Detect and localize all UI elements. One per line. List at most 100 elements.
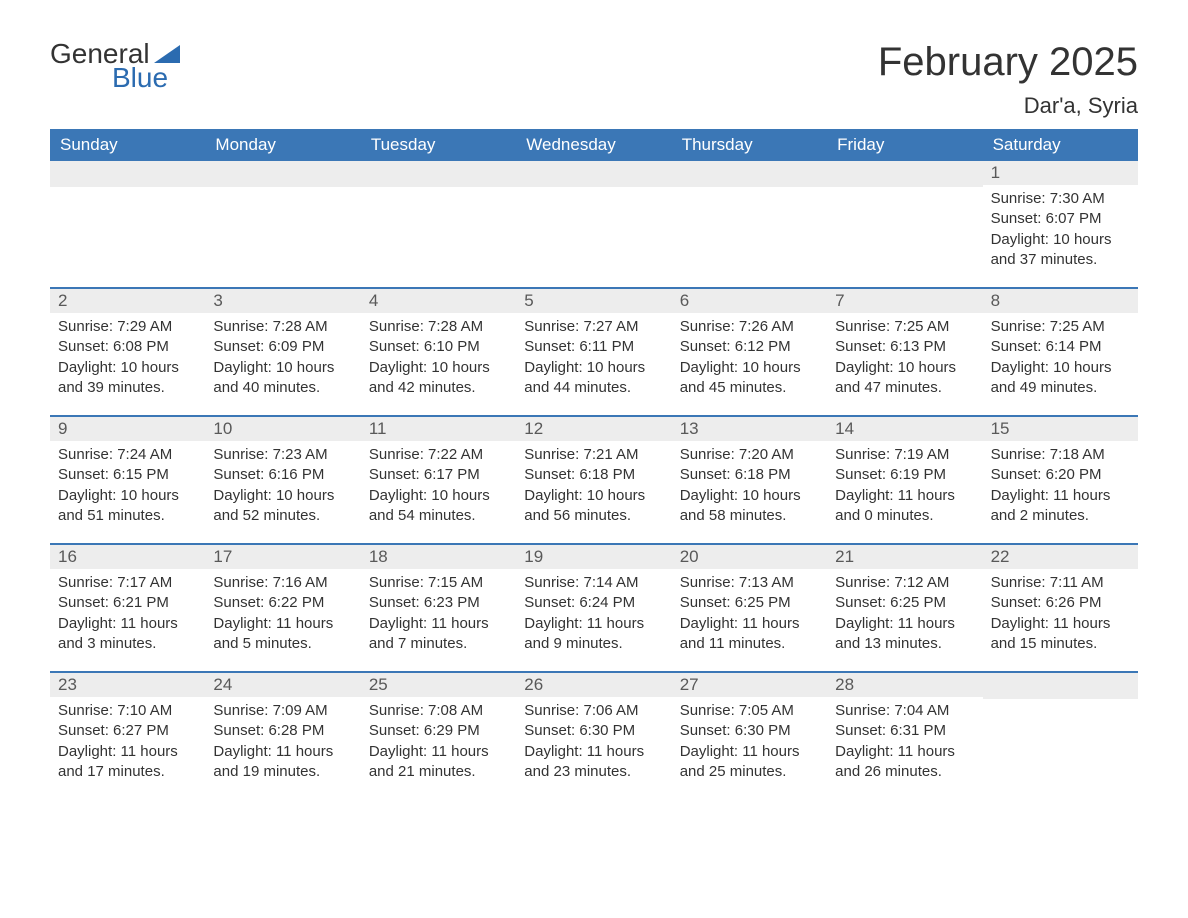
week-row: 1Sunrise: 7:30 AMSunset: 6:07 PMDaylight…	[50, 161, 1138, 287]
day-details: Sunrise: 7:21 AMSunset: 6:18 PMDaylight:…	[516, 441, 671, 534]
daylight: Daylight: 10 hours and 44 minutes.	[524, 358, 663, 399]
sunset: Sunset: 6:12 PM	[680, 337, 819, 357]
day-cell: 8Sunrise: 7:25 AMSunset: 6:14 PMDaylight…	[983, 289, 1138, 415]
empty-day-header	[205, 161, 360, 187]
sunset: Sunset: 6:14 PM	[991, 337, 1130, 357]
day-cell	[827, 161, 982, 287]
sunrise: Sunrise: 7:28 AM	[213, 317, 352, 337]
sunset: Sunset: 6:09 PM	[213, 337, 352, 357]
sunset: Sunset: 6:23 PM	[369, 593, 508, 613]
sunrise: Sunrise: 7:17 AM	[58, 573, 197, 593]
daylight: Daylight: 10 hours and 54 minutes.	[369, 486, 508, 527]
week-row: 9Sunrise: 7:24 AMSunset: 6:15 PMDaylight…	[50, 415, 1138, 543]
daylight: Daylight: 11 hours and 2 minutes.	[991, 486, 1130, 527]
daylight: Daylight: 10 hours and 52 minutes.	[213, 486, 352, 527]
empty-day-header	[361, 161, 516, 187]
daylight: Daylight: 11 hours and 15 minutes.	[991, 614, 1130, 655]
day-cell: 5Sunrise: 7:27 AMSunset: 6:11 PMDaylight…	[516, 289, 671, 415]
sunset: Sunset: 6:07 PM	[991, 209, 1130, 229]
daylight: Daylight: 11 hours and 0 minutes.	[835, 486, 974, 527]
daylight: Daylight: 11 hours and 13 minutes.	[835, 614, 974, 655]
day-number: 19	[516, 545, 671, 569]
sunrise: Sunrise: 7:04 AM	[835, 701, 974, 721]
daylight: Daylight: 10 hours and 56 minutes.	[524, 486, 663, 527]
day-number: 25	[361, 673, 516, 697]
weeks-container: 1Sunrise: 7:30 AMSunset: 6:07 PMDaylight…	[50, 161, 1138, 799]
calendar: SundayMondayTuesdayWednesdayThursdayFrid…	[50, 129, 1138, 799]
day-number: 21	[827, 545, 982, 569]
sunset: Sunset: 6:11 PM	[524, 337, 663, 357]
sunset: Sunset: 6:21 PM	[58, 593, 197, 613]
logo: General Blue	[50, 40, 180, 92]
sunrise: Sunrise: 7:27 AM	[524, 317, 663, 337]
week-row: 16Sunrise: 7:17 AMSunset: 6:21 PMDayligh…	[50, 543, 1138, 671]
sunrise: Sunrise: 7:26 AM	[680, 317, 819, 337]
sunrise: Sunrise: 7:15 AM	[369, 573, 508, 593]
day-cell: 7Sunrise: 7:25 AMSunset: 6:13 PMDaylight…	[827, 289, 982, 415]
daylight: Daylight: 11 hours and 21 minutes.	[369, 742, 508, 783]
empty-day-header	[827, 161, 982, 187]
sunset: Sunset: 6:30 PM	[524, 721, 663, 741]
day-number: 11	[361, 417, 516, 441]
daylight: Daylight: 10 hours and 45 minutes.	[680, 358, 819, 399]
sunrise: Sunrise: 7:28 AM	[369, 317, 508, 337]
daylight: Daylight: 11 hours and 25 minutes.	[680, 742, 819, 783]
sunrise: Sunrise: 7:25 AM	[835, 317, 974, 337]
daylight: Daylight: 10 hours and 47 minutes.	[835, 358, 974, 399]
day-details: Sunrise: 7:10 AMSunset: 6:27 PMDaylight:…	[50, 697, 205, 790]
day-cell: 1Sunrise: 7:30 AMSunset: 6:07 PMDaylight…	[983, 161, 1138, 287]
weekday-header-row: SundayMondayTuesdayWednesdayThursdayFrid…	[50, 129, 1138, 161]
daylight: Daylight: 11 hours and 26 minutes.	[835, 742, 974, 783]
day-details: Sunrise: 7:28 AMSunset: 6:10 PMDaylight:…	[361, 313, 516, 406]
day-number: 9	[50, 417, 205, 441]
day-details: Sunrise: 7:30 AMSunset: 6:07 PMDaylight:…	[983, 185, 1138, 278]
day-number: 8	[983, 289, 1138, 313]
daylight: Daylight: 10 hours and 40 minutes.	[213, 358, 352, 399]
month-title: February 2025	[878, 40, 1138, 85]
day-details: Sunrise: 7:06 AMSunset: 6:30 PMDaylight:…	[516, 697, 671, 790]
daylight: Daylight: 10 hours and 58 minutes.	[680, 486, 819, 527]
day-cell: 22Sunrise: 7:11 AMSunset: 6:26 PMDayligh…	[983, 545, 1138, 671]
logo-triangle-icon	[154, 45, 180, 63]
empty-day-header	[983, 673, 1138, 699]
week-row: 23Sunrise: 7:10 AMSunset: 6:27 PMDayligh…	[50, 671, 1138, 799]
weekday-header: Friday	[827, 129, 982, 161]
day-number: 1	[983, 161, 1138, 185]
day-details: Sunrise: 7:05 AMSunset: 6:30 PMDaylight:…	[672, 697, 827, 790]
day-details: Sunrise: 7:18 AMSunset: 6:20 PMDaylight:…	[983, 441, 1138, 534]
sunset: Sunset: 6:13 PM	[835, 337, 974, 357]
day-details: Sunrise: 7:27 AMSunset: 6:11 PMDaylight:…	[516, 313, 671, 406]
day-cell	[205, 161, 360, 287]
day-cell: 25Sunrise: 7:08 AMSunset: 6:29 PMDayligh…	[361, 673, 516, 799]
day-cell	[983, 673, 1138, 799]
weekday-header: Sunday	[50, 129, 205, 161]
day-details: Sunrise: 7:04 AMSunset: 6:31 PMDaylight:…	[827, 697, 982, 790]
day-number: 18	[361, 545, 516, 569]
day-cell: 17Sunrise: 7:16 AMSunset: 6:22 PMDayligh…	[205, 545, 360, 671]
daylight: Daylight: 11 hours and 23 minutes.	[524, 742, 663, 783]
day-details: Sunrise: 7:28 AMSunset: 6:09 PMDaylight:…	[205, 313, 360, 406]
day-cell	[516, 161, 671, 287]
sunrise: Sunrise: 7:18 AM	[991, 445, 1130, 465]
day-cell: 26Sunrise: 7:06 AMSunset: 6:30 PMDayligh…	[516, 673, 671, 799]
day-number: 15	[983, 417, 1138, 441]
day-number: 13	[672, 417, 827, 441]
daylight: Daylight: 10 hours and 49 minutes.	[991, 358, 1130, 399]
day-cell: 21Sunrise: 7:12 AMSunset: 6:25 PMDayligh…	[827, 545, 982, 671]
day-cell: 10Sunrise: 7:23 AMSunset: 6:16 PMDayligh…	[205, 417, 360, 543]
weekday-header: Monday	[205, 129, 360, 161]
sunrise: Sunrise: 7:23 AM	[213, 445, 352, 465]
day-cell: 2Sunrise: 7:29 AMSunset: 6:08 PMDaylight…	[50, 289, 205, 415]
day-number: 16	[50, 545, 205, 569]
day-number: 26	[516, 673, 671, 697]
sunset: Sunset: 6:08 PM	[58, 337, 197, 357]
daylight: Daylight: 11 hours and 3 minutes.	[58, 614, 197, 655]
week-row: 2Sunrise: 7:29 AMSunset: 6:08 PMDaylight…	[50, 287, 1138, 415]
logo-text-blue: Blue	[112, 64, 180, 92]
day-number: 2	[50, 289, 205, 313]
day-cell: 6Sunrise: 7:26 AMSunset: 6:12 PMDaylight…	[672, 289, 827, 415]
day-details: Sunrise: 7:16 AMSunset: 6:22 PMDaylight:…	[205, 569, 360, 662]
day-details: Sunrise: 7:12 AMSunset: 6:25 PMDaylight:…	[827, 569, 982, 662]
day-cell: 14Sunrise: 7:19 AMSunset: 6:19 PMDayligh…	[827, 417, 982, 543]
day-details: Sunrise: 7:13 AMSunset: 6:25 PMDaylight:…	[672, 569, 827, 662]
